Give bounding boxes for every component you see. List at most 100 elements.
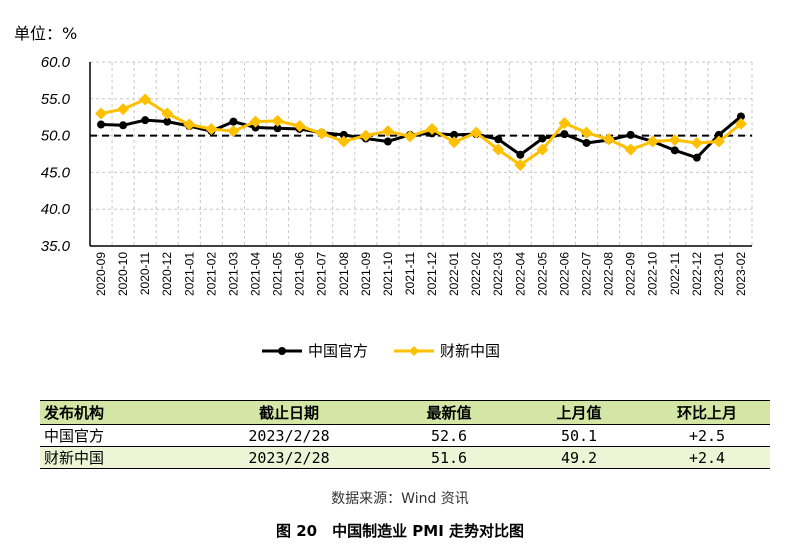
col-header-previous: 上月值 bbox=[514, 400, 644, 425]
legend-label-official: 中国官方 bbox=[308, 342, 369, 360]
series-line-1 bbox=[100, 98, 742, 167]
data-point-0 bbox=[339, 130, 348, 139]
data-point-1 bbox=[558, 117, 571, 130]
data-point-1 bbox=[514, 159, 527, 172]
x-tick-label: 2021-03 bbox=[226, 252, 240, 296]
data-point-1 bbox=[205, 122, 218, 135]
data-point-0 bbox=[229, 117, 238, 126]
x-tick-label: 2021-10 bbox=[381, 252, 395, 296]
chart-legend: 中国官方 财新中国 bbox=[262, 340, 500, 361]
x-tick-label: 2021-11 bbox=[403, 252, 417, 295]
x-tick-label: 2020-09 bbox=[94, 252, 108, 296]
data-point-0 bbox=[163, 117, 172, 126]
x-tick-label: 2021-01 bbox=[182, 252, 196, 296]
data-point-1 bbox=[624, 143, 637, 156]
data-point-0 bbox=[494, 135, 503, 144]
x-tick-label: 2022-12 bbox=[690, 252, 704, 296]
data-point-1 bbox=[161, 107, 174, 120]
data-point-0 bbox=[383, 137, 392, 146]
data-point-0 bbox=[692, 153, 701, 162]
legend-swatch-caixin bbox=[394, 345, 435, 356]
data-point-1 bbox=[448, 136, 461, 149]
data-point-0 bbox=[273, 124, 282, 133]
data-point-1 bbox=[690, 136, 703, 149]
y-tick-label: 60.0 bbox=[41, 54, 71, 71]
legend-item-caixin: 财新中国 bbox=[394, 340, 500, 361]
data-point-0 bbox=[736, 112, 745, 121]
data-point-1 bbox=[734, 117, 747, 130]
x-tick-label: 2021-09 bbox=[359, 252, 373, 296]
y-tick-label: 35.0 bbox=[41, 238, 71, 255]
table-row: 财新中国 2023/2/28 51.6 49.2 +2.4 bbox=[40, 446, 770, 469]
col-header-latest: 最新值 bbox=[384, 400, 514, 425]
x-tick-label: 2023-02 bbox=[734, 252, 748, 296]
x-tick-label: 2023-01 bbox=[712, 252, 726, 296]
table-header-row: 发布机构 截止日期 最新值 上月值 环比上月 bbox=[40, 400, 770, 425]
figure-caption: 图 20 中国制造业 PMI 走势对比图 bbox=[275, 522, 525, 540]
x-tick-label: 2022-11 bbox=[668, 252, 682, 295]
data-point-1 bbox=[381, 125, 394, 138]
cell-latest: 52.6 bbox=[384, 424, 514, 447]
data-point-1 bbox=[712, 135, 725, 148]
x-tick-label: 2020-12 bbox=[160, 252, 174, 296]
x-tick-label: 2022-02 bbox=[469, 252, 483, 296]
cell-change: +2.4 bbox=[644, 446, 770, 469]
data-point-1 bbox=[315, 127, 328, 140]
x-tick-label: 2020-11 bbox=[138, 252, 152, 295]
x-tick-label: 2022-03 bbox=[491, 252, 505, 296]
data-source: 数据来源：Wind 资讯 bbox=[331, 491, 469, 507]
data-point-1 bbox=[602, 133, 615, 146]
x-tick-label: 2021-06 bbox=[293, 252, 307, 296]
data-point-1 bbox=[536, 143, 549, 156]
x-tick-label: 2022-08 bbox=[602, 252, 616, 296]
cell-date: 2023/2/28 bbox=[194, 424, 384, 447]
x-tick-label: 2021-12 bbox=[425, 252, 439, 296]
data-point-0 bbox=[141, 116, 150, 125]
pmi-summary-table: 发布机构 截止日期 最新值 上月值 环比上月 中国官方 2023/2/28 52… bbox=[40, 400, 770, 469]
data-point-1 bbox=[580, 126, 593, 139]
legend-swatch-official bbox=[262, 346, 302, 355]
data-point-1 bbox=[271, 114, 284, 127]
cell-change: +2.5 bbox=[644, 424, 770, 447]
x-tick-label: 2020-10 bbox=[116, 252, 130, 296]
data-point-1 bbox=[426, 122, 439, 135]
x-tick-label: 2021-05 bbox=[271, 252, 285, 296]
data-point-1 bbox=[668, 134, 681, 147]
data-point-0 bbox=[450, 130, 459, 139]
data-point-0 bbox=[119, 121, 128, 130]
data-point-1 bbox=[139, 93, 152, 106]
legend-item-official: 中国官方 bbox=[262, 340, 368, 361]
col-header-change: 环比上月 bbox=[644, 400, 770, 425]
y-tick-label: 55.0 bbox=[41, 91, 71, 108]
x-tick-label: 2021-07 bbox=[315, 252, 329, 296]
data-point-1 bbox=[117, 103, 130, 116]
data-point-1 bbox=[470, 126, 483, 139]
cell-publisher: 财新中国 bbox=[40, 446, 194, 469]
data-point-0 bbox=[97, 120, 106, 129]
x-tick-label: 2021-08 bbox=[337, 252, 351, 296]
data-point-1 bbox=[95, 107, 108, 120]
data-point-0 bbox=[626, 130, 635, 139]
data-point-1 bbox=[492, 143, 505, 156]
cell-date: 2023/2/28 bbox=[194, 446, 384, 469]
data-point-0 bbox=[714, 130, 723, 139]
data-point-1 bbox=[337, 135, 350, 148]
cell-publisher: 中国官方 bbox=[40, 424, 194, 447]
data-point-1 bbox=[249, 115, 262, 128]
data-point-1 bbox=[646, 135, 659, 148]
unit-label: 单位：% bbox=[14, 24, 78, 43]
data-point-1 bbox=[293, 120, 306, 133]
x-tick-label: 2022-05 bbox=[535, 252, 549, 296]
cell-previous: 49.2 bbox=[514, 446, 644, 469]
data-point-1 bbox=[359, 129, 372, 142]
y-tick-label: 50.0 bbox=[41, 128, 71, 145]
data-point-0 bbox=[538, 134, 547, 143]
data-point-0 bbox=[670, 146, 679, 155]
data-point-1 bbox=[183, 118, 196, 131]
data-point-0 bbox=[582, 138, 591, 147]
x-tick-label: 2021-04 bbox=[249, 252, 263, 296]
x-tick-label: 2021-02 bbox=[204, 252, 218, 296]
x-tick-label: 2022-07 bbox=[580, 252, 594, 296]
col-header-publisher: 发布机构 bbox=[40, 400, 194, 425]
table-row: 中国官方 2023/2/28 52.6 50.1 +2.5 bbox=[40, 424, 770, 447]
